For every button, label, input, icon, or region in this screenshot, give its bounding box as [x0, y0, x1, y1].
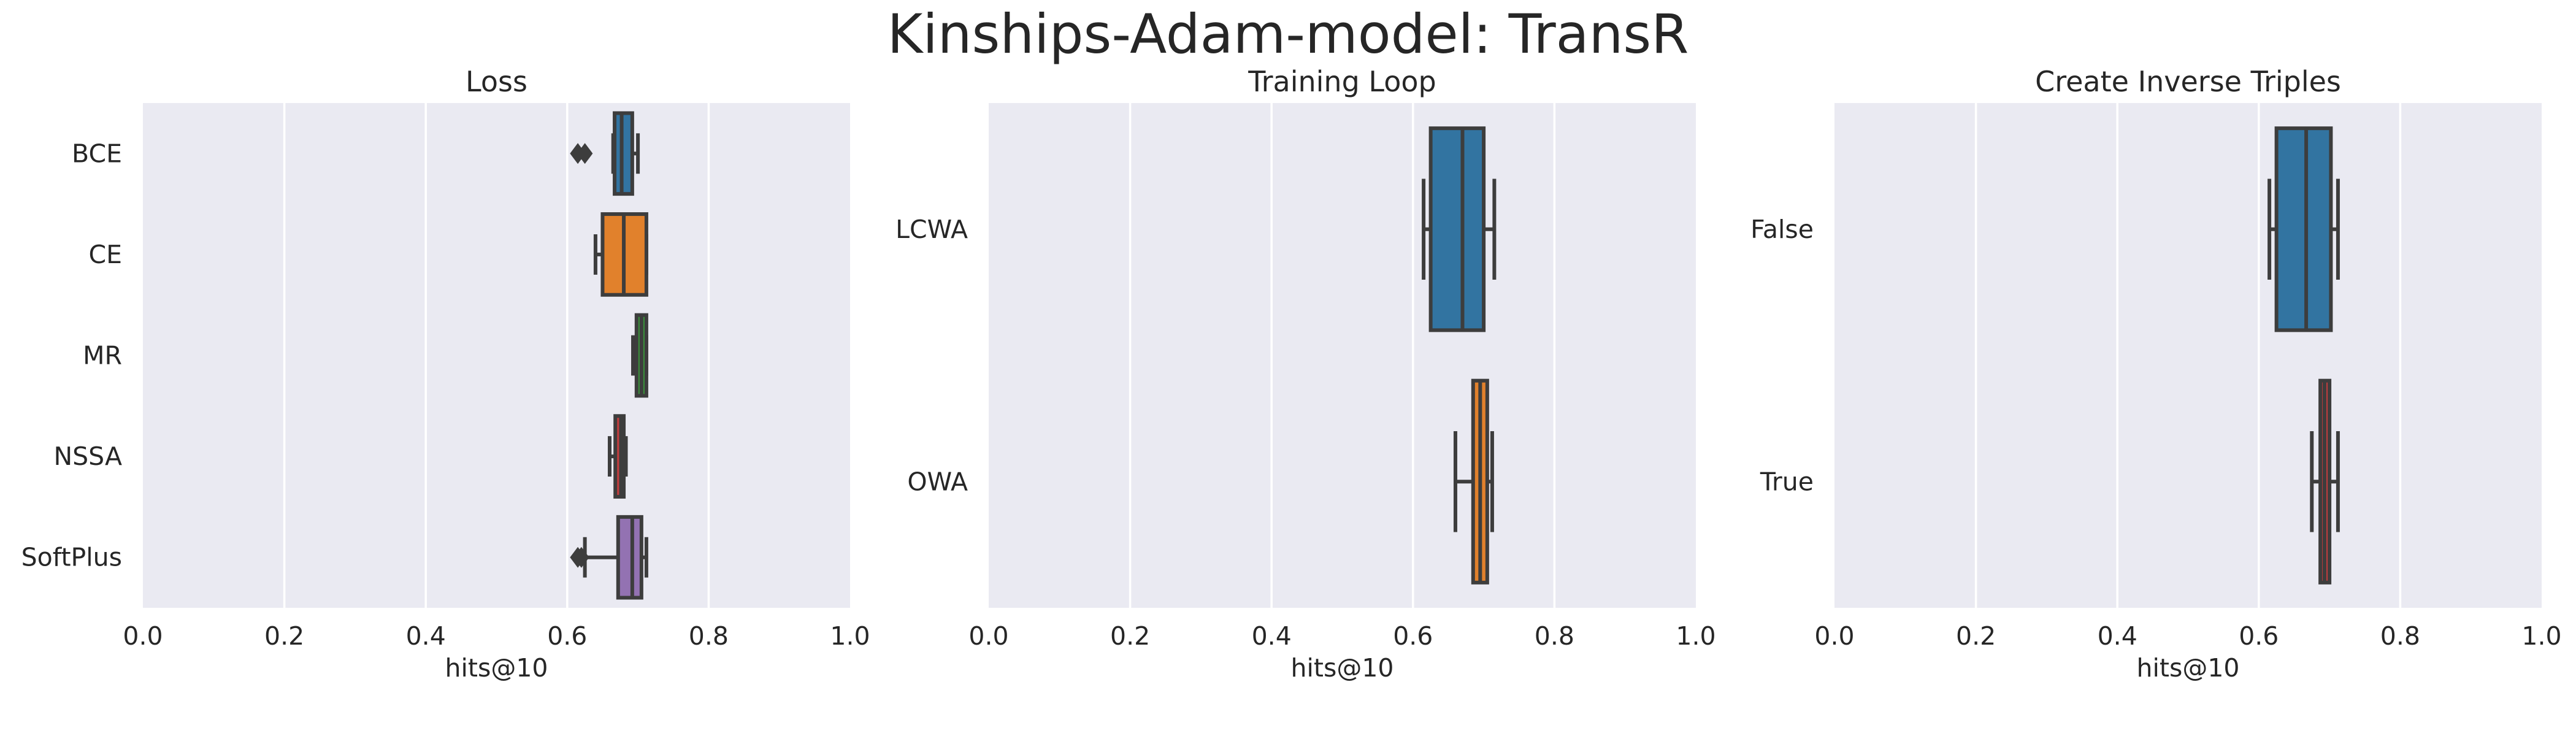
x-tick-label: 0.0: [1814, 621, 1854, 651]
x-tick-label: 0.4: [2098, 621, 2137, 651]
x-tick-label: 1.0: [1676, 621, 1715, 651]
y-tick-label: CE: [88, 240, 122, 269]
plot-area-2: [989, 103, 1696, 608]
x-tick-label: 0.2: [264, 621, 304, 651]
y-tick-label: BCE: [72, 139, 122, 168]
x-tick-label: 0.2: [1956, 621, 1996, 651]
y-tick-label: NSSA: [53, 442, 122, 471]
x-axis-label: hits@10: [445, 653, 548, 683]
x-tick-label: 0.4: [406, 621, 446, 651]
plot-area-3: [1834, 103, 2542, 608]
x-tick-label: 0.8: [689, 621, 729, 651]
box-lcwa: [1428, 126, 1486, 332]
x-tick-label: 1.0: [2521, 621, 2561, 651]
x-tick-label: 0.6: [2239, 621, 2279, 651]
plot-area-1: [143, 103, 850, 608]
y-tick-label: LCWA: [895, 215, 968, 244]
y-tick-label: SoftPlus: [21, 543, 122, 572]
x-tick-label: 0.4: [1252, 621, 1292, 651]
y-tick-label: MR: [83, 341, 122, 370]
outlier-point: [573, 546, 589, 568]
x-tick-label: 0.0: [123, 621, 163, 651]
panel-title: Create Inverse Triples: [2035, 65, 2341, 98]
y-tick-label: True: [1760, 467, 1814, 496]
figure-title: Kinships-Adam-model: TransR: [887, 2, 1689, 66]
box-softplus: [616, 515, 643, 600]
x-tick-label: 0.6: [1393, 621, 1433, 651]
x-tick-label: 0.8: [2380, 621, 2420, 651]
box-false: [2274, 126, 2333, 332]
y-tick-label: False: [1750, 215, 1814, 244]
y-tick-label: OWA: [907, 467, 968, 496]
x-tick-label: 0.0: [968, 621, 1008, 651]
x-tick-label: 1.0: [830, 621, 870, 651]
panel-title: Training Loop: [1248, 65, 1436, 98]
x-tick-label: 0.8: [1535, 621, 1574, 651]
panel-title: Loss: [466, 65, 527, 98]
x-axis-label: hits@10: [1291, 653, 1394, 683]
outlier-point: [577, 143, 593, 164]
x-axis-label: hits@10: [2137, 653, 2240, 683]
x-tick-label: 0.6: [547, 621, 587, 651]
x-tick-label: 0.2: [1110, 621, 1150, 651]
